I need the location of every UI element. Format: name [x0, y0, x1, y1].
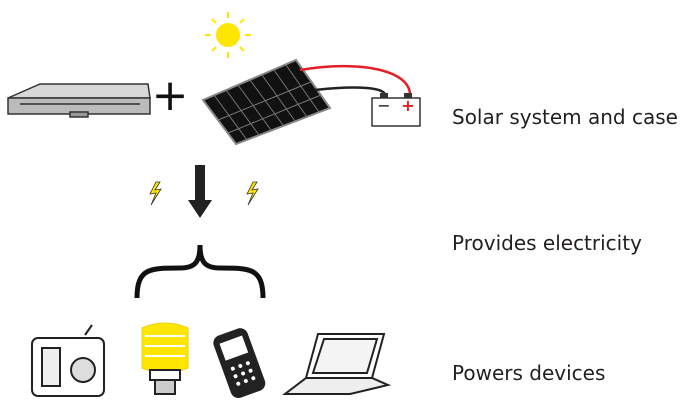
- bulb: [142, 323, 188, 394]
- radio: [32, 325, 104, 396]
- black-wire: [315, 88, 385, 95]
- phone: [211, 326, 267, 400]
- down-arrow: [188, 165, 212, 218]
- laptop: [285, 334, 388, 394]
- battery-negative: −: [377, 96, 390, 115]
- battery: − +: [372, 93, 420, 126]
- lightning: [150, 182, 161, 205]
- label: Provides electricity: [452, 231, 642, 255]
- sun: [205, 12, 251, 58]
- label: Powers devices: [452, 361, 605, 385]
- diagram: + − +: [0, 0, 691, 405]
- solar-panel: [203, 60, 330, 144]
- battery-positive: +: [401, 96, 414, 115]
- lightning: [247, 182, 258, 205]
- solar-case: [8, 84, 150, 117]
- label: Solar system and case: [452, 105, 678, 129]
- brace: [137, 245, 263, 298]
- plus-sign: +: [152, 70, 189, 121]
